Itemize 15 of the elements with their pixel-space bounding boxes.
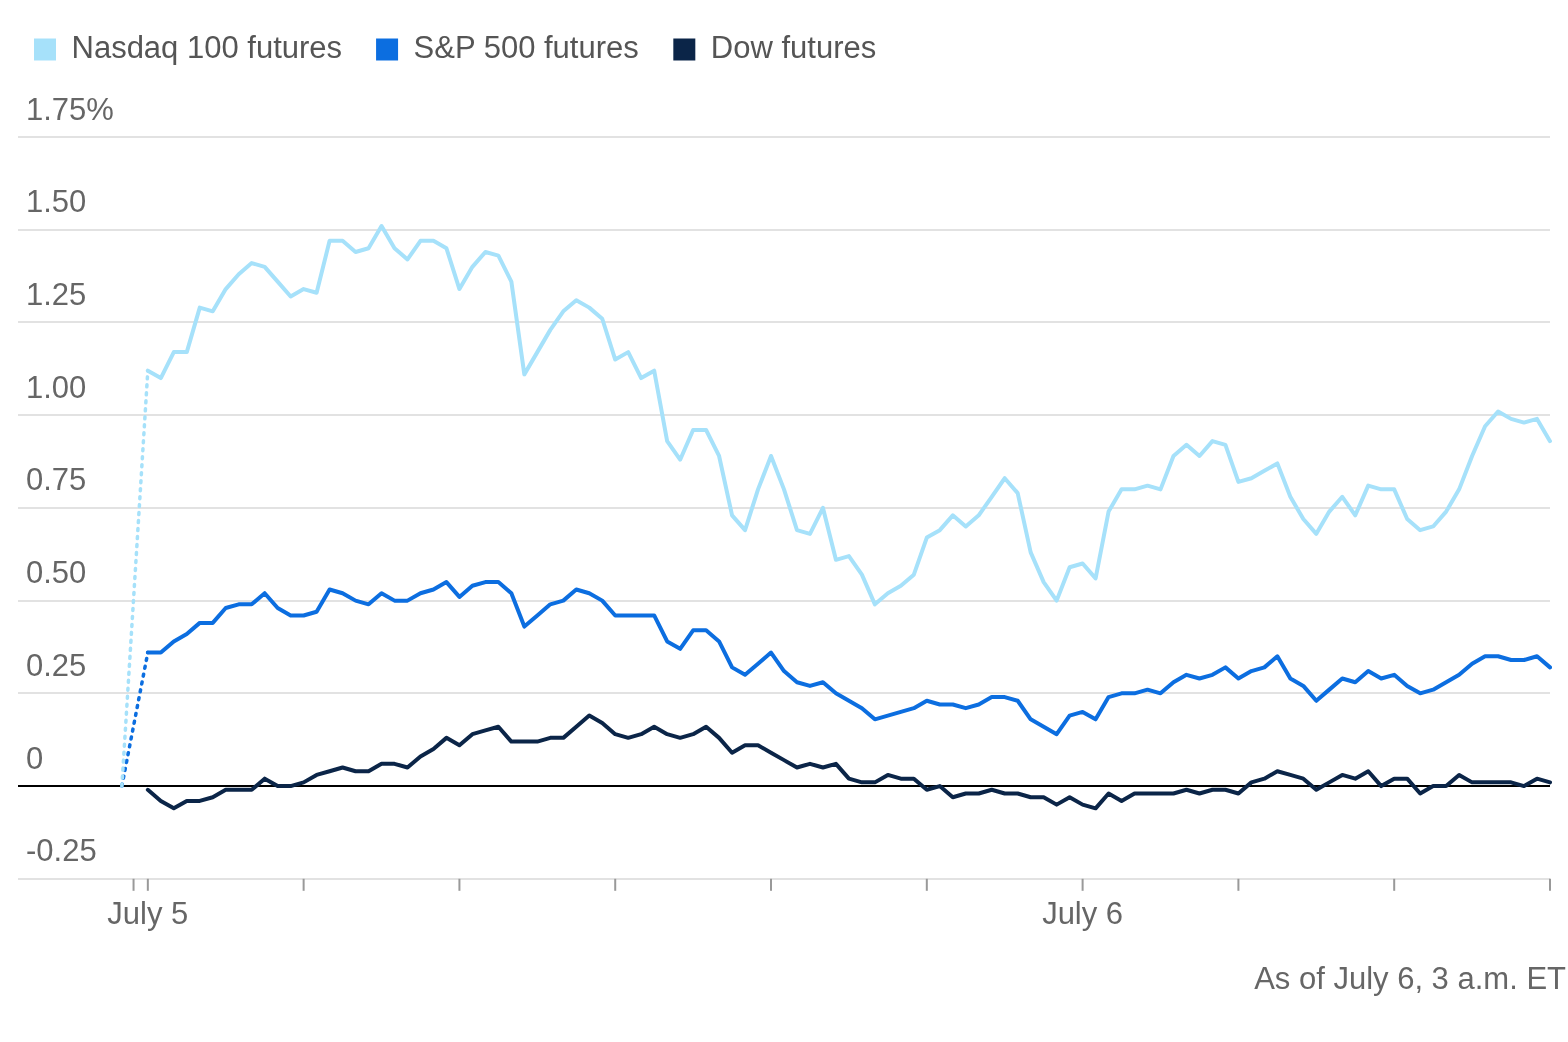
legend-label: Dow futures bbox=[710, 30, 877, 66]
x-tick-label: July 6 bbox=[1042, 895, 1124, 931]
y-tick-label: 1.25 bbox=[26, 277, 87, 312]
y-tick-label: 1.75% bbox=[26, 91, 114, 127]
x-tick-label: July 5 bbox=[107, 895, 189, 931]
y-tick-label: 0.75 bbox=[26, 462, 87, 498]
y-tick-label: -0.25 bbox=[26, 833, 97, 869]
text: As of July 6, 3 a.m. ET bbox=[1254, 960, 1567, 996]
legend-label: S&P 500 futures bbox=[413, 30, 639, 66]
y-tick-label: 1.00 bbox=[26, 369, 87, 405]
y-tick-label: 0 bbox=[26, 740, 44, 776]
legend-label: Nasdaq 100 futures bbox=[71, 30, 343, 66]
y-tick-label: 1.50 bbox=[26, 184, 87, 220]
y-tick-label: 0.25 bbox=[26, 647, 87, 683]
y-tick-label: 0.50 bbox=[26, 555, 87, 591]
